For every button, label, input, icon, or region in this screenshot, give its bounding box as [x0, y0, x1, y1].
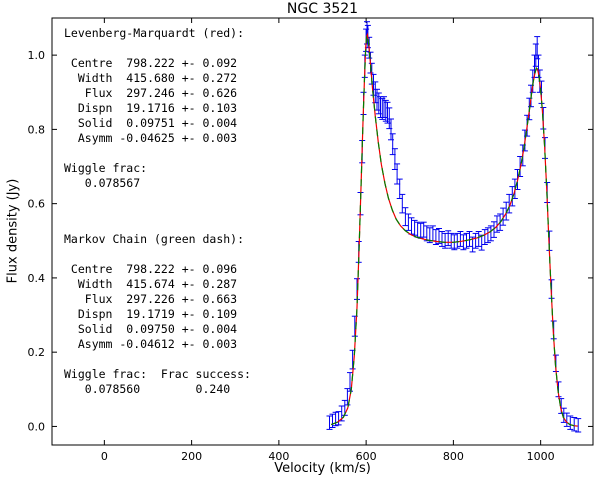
x-tick-label: 800 — [443, 450, 464, 463]
lm-fit-results-text: Levenberg-Marquardt (red): Centre 798.22… — [64, 26, 245, 190]
x-tick-label: 200 — [181, 450, 202, 463]
data-errorbar — [460, 234, 467, 251]
data-errorbar — [475, 231, 482, 247]
data-errorbar — [506, 193, 513, 214]
data-errorbar — [399, 193, 406, 214]
data-errorbar — [503, 201, 510, 221]
mc-fit-results-text: Markov Chain (green dash): Centre 798.22… — [64, 232, 251, 396]
y-tick-label: 0.4 — [28, 272, 46, 285]
data-errorbar — [457, 231, 464, 247]
y-tick-label: 0.8 — [28, 123, 46, 136]
data-errorbar — [500, 207, 507, 226]
data-errorbar — [509, 186, 516, 207]
data-errorbar — [396, 178, 403, 199]
x-tick-label: 0 — [101, 450, 108, 463]
y-tick-label: 0.6 — [28, 198, 46, 211]
data-errorbar — [442, 232, 449, 249]
data-errorbar — [575, 418, 582, 433]
y-tick-label: 0.0 — [28, 420, 46, 433]
axes-frame — [51, 17, 594, 446]
data-errorbar — [436, 228, 442, 244]
data-errorbar — [439, 231, 445, 247]
y-axis-label: Flux density (Jy) — [5, 178, 21, 284]
chart-title: NGC 3521 — [286, 1, 359, 17]
data-errorbar — [563, 412, 570, 427]
data-errorbar — [347, 372, 353, 392]
data-errorbar — [329, 413, 336, 428]
data-errorbar — [481, 229, 488, 245]
data-errorbar — [494, 215, 500, 233]
data-errorbar — [560, 407, 567, 423]
data-errorbar — [432, 229, 439, 245]
data-errorbar — [420, 221, 427, 238]
y-tick-label: 1.0 — [28, 49, 46, 62]
x-tick-label: 400 — [268, 450, 289, 463]
data-errorbar — [394, 163, 401, 185]
data-errorbar — [402, 207, 409, 227]
data-errorbar — [405, 213, 412, 231]
mc-fit-curve — [330, 32, 578, 427]
x-tick-label: 1000 — [527, 450, 555, 463]
x-tick-label: 600 — [356, 450, 377, 463]
data-errorbar — [491, 221, 497, 238]
data-errorbar — [487, 225, 494, 242]
data-errorbar — [571, 417, 578, 432]
data-errorbar — [484, 227, 491, 244]
y-tick-label: 0.2 — [28, 346, 46, 359]
data-errorbar — [454, 232, 461, 249]
data-errorbar — [472, 232, 479, 249]
x-axis-label: Velocity (km/s) — [274, 461, 371, 476]
data-errorbar — [567, 415, 574, 430]
data-errorbar — [448, 232, 455, 249]
data-errorbar — [466, 231, 473, 247]
data-errorbar — [335, 411, 342, 426]
